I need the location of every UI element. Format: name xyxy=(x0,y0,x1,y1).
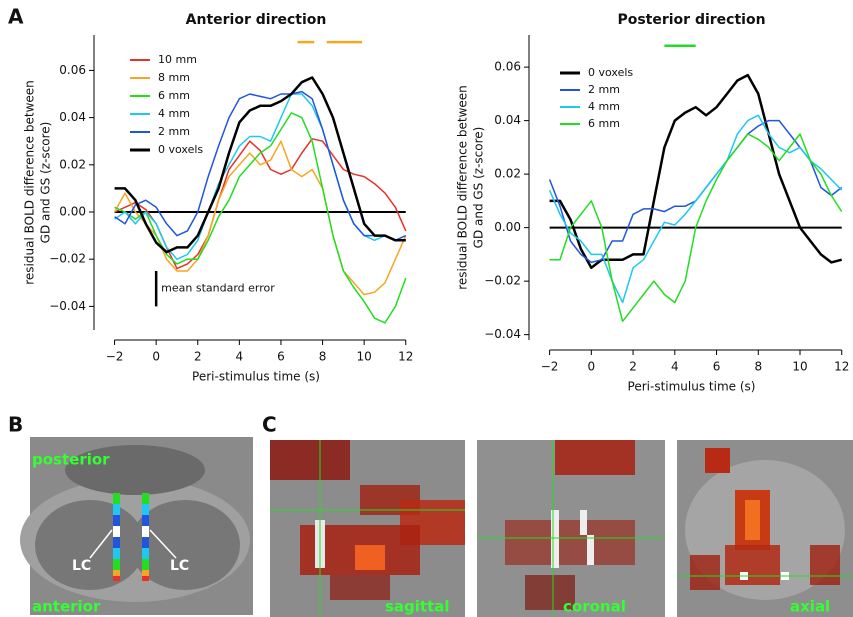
legend-label: 2 mm xyxy=(158,125,190,138)
series-line xyxy=(549,73,843,270)
y-tick-label: 0.04 xyxy=(494,113,521,127)
legend-label: 0 voxels xyxy=(158,143,203,156)
series-line xyxy=(548,119,843,264)
legend-label: 6 mm xyxy=(588,117,620,130)
x-tick-label: 8 xyxy=(754,360,762,374)
x-tick-label: 10 xyxy=(792,360,807,374)
x-tick-label: 0 xyxy=(588,360,596,374)
series-line xyxy=(114,138,407,270)
y-axis-label: GD and GS (z-score) xyxy=(39,122,53,244)
brain-image-axial xyxy=(677,440,853,617)
panel-label: C xyxy=(262,413,277,437)
panel-label: B xyxy=(8,413,23,437)
series-line xyxy=(548,114,843,304)
view-label: sagittal xyxy=(385,598,450,616)
brain-image-sagittal xyxy=(270,440,465,617)
x-axis-label: Peri-stimulus time (s) xyxy=(628,380,756,394)
lc-label: LC xyxy=(170,558,189,574)
lc-label: LC xyxy=(72,558,91,574)
x-tick-label: 0 xyxy=(152,350,160,364)
brain-image-coronal xyxy=(477,440,665,617)
y-tick-label: 0.06 xyxy=(494,60,521,74)
x-tick-label: 6 xyxy=(713,360,721,374)
y-tick-label: −0.02 xyxy=(49,252,86,266)
view-label: axial xyxy=(790,598,830,616)
series-line xyxy=(114,76,406,254)
annotation: mean standard error xyxy=(161,282,275,295)
y-tick-label: −0.04 xyxy=(49,299,86,313)
image-label: posterior xyxy=(32,451,110,469)
y-tick-label: 0.00 xyxy=(494,220,521,234)
legend-label: 10 mm xyxy=(158,53,197,66)
x-tick-label: 2 xyxy=(629,360,637,374)
x-tick-label: −2 xyxy=(541,360,559,374)
series-line xyxy=(113,140,407,296)
y-axis-label: residual BOLD difference between xyxy=(456,85,470,290)
legend-label: 0 voxels xyxy=(588,66,633,79)
x-tick-label: 12 xyxy=(398,350,413,364)
chart-title: Posterior direction xyxy=(617,12,765,28)
legend-label: 8 mm xyxy=(158,71,190,84)
y-axis-label: residual BOLD difference between xyxy=(23,80,37,285)
y-tick-label: 0.02 xyxy=(59,157,86,171)
y-tick-label: −0.02 xyxy=(484,274,521,288)
legend-label: 6 mm xyxy=(158,89,190,102)
legend-label: 2 mm xyxy=(588,83,620,96)
x-tick-label: 8 xyxy=(319,350,327,364)
y-tick-label: 0.04 xyxy=(59,110,86,124)
y-axis-label: GD and GS (z-score) xyxy=(472,127,486,249)
legend-label: 4 mm xyxy=(158,107,190,120)
legend-label: 4 mm xyxy=(588,100,620,113)
x-tick-label: 4 xyxy=(236,350,244,364)
series-line xyxy=(114,90,407,242)
x-axis-label: Peri-stimulus time (s) xyxy=(192,370,320,384)
y-tick-label: 0.02 xyxy=(494,167,521,181)
x-tick-label: 6 xyxy=(277,350,285,364)
x-tick-label: 4 xyxy=(671,360,679,374)
view-label: coronal xyxy=(563,598,626,616)
x-tick-label: 10 xyxy=(357,350,372,364)
chart-title: Anterior direction xyxy=(186,12,327,28)
y-tick-label: 0.06 xyxy=(59,63,86,77)
image-label: anterior xyxy=(32,598,101,616)
x-tick-label: −2 xyxy=(106,350,124,364)
series-line xyxy=(549,133,843,323)
panel-label: A xyxy=(8,5,24,29)
y-tick-label: −0.04 xyxy=(484,327,521,341)
x-tick-label: 12 xyxy=(834,360,849,374)
x-tick-label: 2 xyxy=(194,350,202,364)
brain-image-b xyxy=(20,437,253,615)
y-tick-label: 0.00 xyxy=(59,205,86,219)
